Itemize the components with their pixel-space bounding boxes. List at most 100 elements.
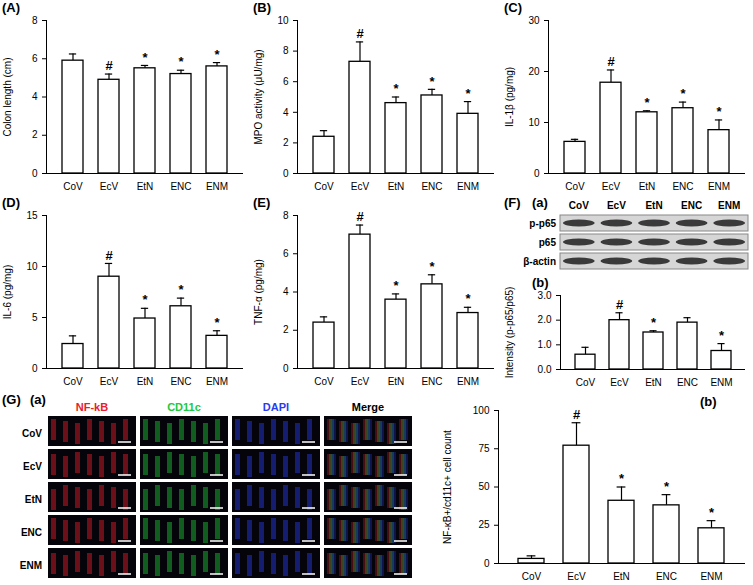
svg-text:EcV: EcV [567,571,586,582]
svg-text:IL-1β (pg/mg): IL-1β (pg/mg) [504,67,515,127]
svg-text:*: * [644,95,650,110]
svg-text:DAPI: DAPI [263,401,289,413]
svg-text:ENM: ENM [710,377,732,388]
svg-text:0: 0 [484,558,490,569]
svg-text:20: 20 [528,66,540,77]
svg-text:*: * [709,505,715,520]
svg-text:IL-6 (pg/mg): IL-6 (pg/mg) [2,265,13,319]
svg-text:15: 15 [26,210,38,221]
svg-text:EtN: EtN [645,200,662,211]
svg-text:25: 25 [478,519,490,530]
svg-text:EcV: EcV [610,377,629,388]
svg-text:0: 0 [32,168,38,179]
svg-text:*: * [429,259,435,274]
svg-text:ENM: ENM [700,571,722,582]
svg-text:EcV: EcV [602,181,621,192]
svg-text:4: 4 [283,286,289,297]
svg-text:0: 0 [534,168,540,179]
svg-text:TNF-α (pg/mg): TNF-α (pg/mg) [253,259,264,325]
svg-text:3.0: 3.0 [538,290,552,301]
svg-text:EtN: EtN [639,181,656,192]
svg-text:*: * [429,74,435,89]
svg-text:Colon length (cm): Colon length (cm) [2,58,13,137]
svg-text:ENM: ENM [457,181,479,192]
svg-text:30: 30 [528,15,540,26]
svg-text:p65: p65 [539,237,557,248]
svg-text:8: 8 [283,45,289,56]
svg-text:*: * [214,315,220,330]
svg-text:CoV: CoV [569,200,589,211]
svg-text:*: * [142,292,148,307]
svg-text:2: 2 [283,137,289,148]
svg-text:Intensity (p-p65/p65): Intensity (p-p65/p65) [504,287,515,379]
svg-text:6: 6 [283,76,289,87]
svg-text:10: 10 [26,261,38,272]
svg-text:*: * [178,282,184,297]
svg-text:50: 50 [478,481,490,492]
svg-text:#: # [356,26,364,41]
svg-text:NF-κB+/cd11c+ cell count: NF-κB+/cd11c+ cell count [442,430,453,544]
svg-text:#: # [105,58,113,73]
svg-text:*: * [393,278,399,293]
svg-text:ENM: ENM [206,181,228,192]
svg-text:CoV: CoV [314,181,334,192]
svg-text:EtN: EtN [388,376,405,387]
svg-text:ENC: ENC [21,527,42,538]
svg-text:ENM: ENM [457,376,479,387]
svg-text:#: # [105,248,113,263]
svg-text:EtN: EtN [137,181,154,192]
svg-text:EcV: EcV [351,376,370,387]
svg-text:8: 8 [32,15,38,26]
svg-text:EcV: EcV [607,200,626,211]
svg-text:Merge: Merge [352,401,384,413]
svg-text:5: 5 [32,312,38,323]
svg-text:CoV: CoV [63,376,83,387]
svg-text:1.0: 1.0 [538,339,552,350]
svg-text:ENC: ENC [421,376,442,387]
svg-text:ENM: ENM [708,181,730,192]
svg-text:ENM: ENM [718,200,740,211]
svg-text:*: * [214,47,220,62]
svg-text:100: 100 [473,405,490,416]
svg-text:#: # [356,209,364,224]
svg-text:*: * [716,104,722,119]
svg-text:2.0: 2.0 [538,314,552,325]
svg-text:ENC: ENC [681,200,702,211]
svg-text:ENM: ENM [206,376,228,387]
svg-text:0: 0 [283,168,289,179]
svg-text:6: 6 [32,53,38,64]
svg-text:4: 4 [32,91,38,102]
svg-text:CoV: CoV [22,428,42,439]
svg-text:EcV: EcV [351,181,370,192]
svg-text:*: * [651,315,657,330]
svg-text:ENC: ENC [170,181,191,192]
svg-text:*: * [178,54,184,69]
svg-text:NF-kB: NF-kB [76,401,108,413]
svg-text:EtN: EtN [137,376,154,387]
svg-text:*: * [680,86,686,101]
svg-text:ENM: ENM [20,560,42,571]
svg-text:0.0: 0.0 [538,364,552,375]
svg-text:ENC: ENC [677,377,698,388]
svg-text:EcV: EcV [23,461,42,472]
svg-text:*: * [664,479,670,494]
svg-text:8: 8 [283,210,289,221]
svg-text:*: * [719,328,725,343]
svg-text:MPO activity (μU/mg): MPO activity (μU/mg) [253,49,264,144]
svg-text:ENC: ENC [421,181,442,192]
svg-text:CoV: CoV [522,571,542,582]
svg-text:β-actin: β-actin [523,256,556,267]
svg-text:CoV: CoV [63,181,83,192]
svg-text:75: 75 [478,443,490,454]
svg-text:#: # [573,407,581,422]
svg-text:2: 2 [283,324,289,335]
svg-text:#: # [616,297,624,312]
svg-text:10: 10 [528,117,540,128]
svg-text:0: 0 [32,363,38,374]
svg-text:*: * [465,86,471,101]
svg-text:CoV: CoV [576,377,596,388]
svg-text:EtN: EtN [613,571,630,582]
svg-text:EtN: EtN [388,181,405,192]
svg-text:6: 6 [283,248,289,259]
svg-text:EtN: EtN [25,494,42,505]
